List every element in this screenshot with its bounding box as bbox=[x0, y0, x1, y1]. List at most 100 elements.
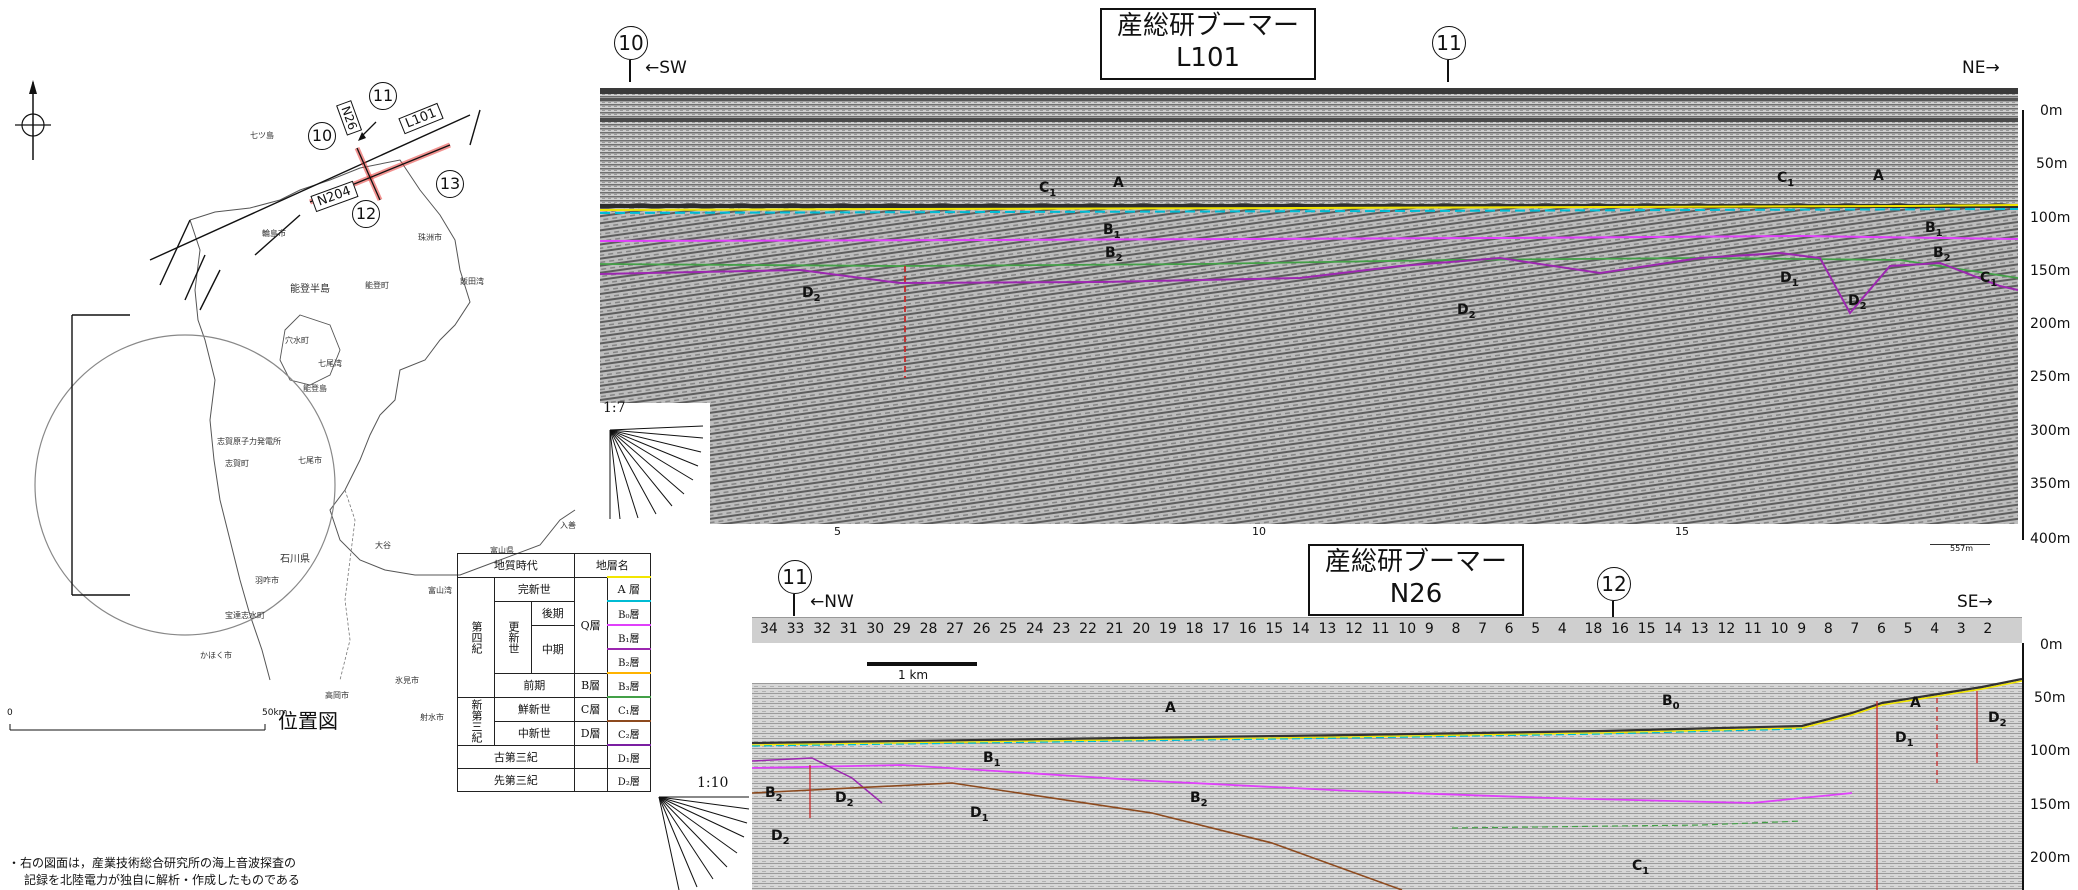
table-cell-c: C層 bbox=[573, 696, 608, 722]
bottom-km-scale-label: 1 km bbox=[898, 668, 929, 682]
top-layer-label: C1 bbox=[1980, 270, 1998, 289]
shot-number: 31 bbox=[839, 621, 858, 637]
bottom-depth-label: 200m bbox=[2030, 850, 2071, 866]
shot-number: 22 bbox=[1079, 621, 1097, 637]
top-scale-bar bbox=[1930, 544, 1990, 545]
place-label: 富山湾 bbox=[428, 586, 452, 595]
table-cell-a: A 層 bbox=[606, 576, 652, 602]
table-cell-b: B層 bbox=[573, 672, 608, 698]
place-label: 七ツ島 bbox=[250, 131, 274, 140]
shot-number: 8 bbox=[1451, 621, 1461, 637]
shot-number: 5 bbox=[1531, 621, 1541, 637]
shot-number: 20 bbox=[1132, 621, 1151, 637]
shot-number: 29 bbox=[892, 621, 911, 637]
shot-number: 15 bbox=[1637, 621, 1656, 637]
top-layer-label: D2 bbox=[802, 285, 821, 304]
shot-number: 18 bbox=[1185, 621, 1204, 637]
bottom-layer-label: C1 bbox=[1632, 858, 1650, 877]
place-label: かほく市 bbox=[200, 651, 232, 660]
top-seismic-drawing bbox=[600, 88, 2018, 524]
top-ratio-label: 1:7 bbox=[603, 400, 626, 416]
location-map: 0 50km N26 L101 N204 10 11 12 13 七ツ島 輪島市… bbox=[0, 40, 590, 740]
bottom-layer-label: B2 bbox=[765, 785, 783, 804]
bottom-marker-11-tick bbox=[793, 594, 795, 616]
top-marker-11-tick bbox=[1447, 60, 1449, 82]
table-cell-c2: C₂層 bbox=[606, 720, 652, 746]
bottom-dir-right: SE→ bbox=[1957, 592, 1993, 612]
note-line: ・右の図面は，産業技術総合研究所の海上音波探査の bbox=[8, 856, 297, 870]
place-label: 射水市 bbox=[420, 713, 444, 722]
shot-number: 4 bbox=[1930, 621, 1940, 637]
shot-number: 14 bbox=[1664, 621, 1683, 637]
table-header-age: 地質時代 bbox=[457, 553, 575, 578]
shot-number: 12 bbox=[1345, 621, 1363, 637]
bottom-shot-strip bbox=[752, 617, 2022, 645]
bottom-marker-11: 11 bbox=[778, 560, 812, 594]
bottom-profile-title: 産総研ブーマー N26 bbox=[1308, 544, 1524, 616]
table-cell-early: 前期 bbox=[494, 672, 575, 698]
bottom-layer-label: D2 bbox=[1988, 710, 2007, 729]
bottom-layer-label: D1 bbox=[1895, 730, 1914, 749]
table-cell-miocene: 中新世 bbox=[494, 720, 575, 746]
table-cell-q: Q層 bbox=[573, 576, 608, 674]
top-layer-label: B2 bbox=[1933, 245, 1951, 264]
top-scale-bar-label: 557m bbox=[1950, 544, 1974, 553]
shot-number: 23 bbox=[1052, 621, 1071, 637]
place-label: 七尾市 bbox=[298, 456, 322, 465]
shot-number: 9 bbox=[1424, 621, 1434, 637]
table-cell-pliocene: 鮮新世 bbox=[494, 696, 575, 722]
bottom-layer-label: D1 bbox=[970, 805, 989, 824]
bottom-seismic-section bbox=[752, 643, 2022, 890]
top-layer-label: D2 bbox=[1457, 302, 1476, 321]
top-layer-label: B2 bbox=[1105, 245, 1123, 264]
bottom-ratio-label: 1:10 bbox=[697, 775, 729, 791]
shot-number: 26 bbox=[972, 621, 991, 637]
top-marker-10-tick bbox=[629, 60, 631, 82]
table-cell-holocene: 完新世 bbox=[494, 576, 575, 602]
coastline bbox=[189, 159, 576, 681]
top-depth-label: 150m bbox=[2030, 263, 2071, 279]
map-point-12: 12 bbox=[352, 200, 380, 228]
top-seismic-section bbox=[600, 88, 2018, 524]
map-point-13: 13 bbox=[436, 170, 464, 198]
survey-lines bbox=[71, 109, 481, 596]
top-layer-label: A bbox=[1873, 168, 1884, 184]
table-cell-b1: B₁層 bbox=[606, 624, 652, 650]
place-label: 能登町 bbox=[365, 281, 389, 290]
table-cell-neogene: 新第三紀 bbox=[457, 696, 495, 746]
note-text: ・右の図面は，産業技術総合研究所の海上音波探査の 記録を北陸電力が独自に解析・作… bbox=[8, 855, 300, 889]
bottom-profile-title-text: 産総研ブーマー bbox=[1324, 547, 1507, 577]
bottom-layer-label: D2 bbox=[771, 828, 790, 847]
bottom-depth-axis bbox=[2022, 643, 2024, 890]
shot-number: 16 bbox=[1611, 621, 1629, 637]
table-cell-paleogene: 古第三紀 bbox=[457, 744, 575, 769]
shot-number: 33 bbox=[786, 621, 805, 637]
map-scale-bar bbox=[9, 724, 266, 731]
shot-number: 3 bbox=[1956, 621, 1966, 637]
bottom-layer-label: B1 bbox=[983, 750, 1001, 769]
shot-number: 7 bbox=[1478, 621, 1487, 637]
bottom-km-scale-bar bbox=[867, 662, 977, 666]
place-label: 珠洲市 bbox=[418, 233, 442, 242]
top-layer-label: C1 bbox=[1777, 170, 1795, 189]
shot-number: 10 bbox=[1398, 621, 1417, 637]
shot-number: 28 bbox=[919, 621, 938, 637]
shot-number: 24 bbox=[1025, 621, 1044, 637]
place-label: 大谷 bbox=[375, 541, 391, 550]
place-label: 氷見市 bbox=[395, 676, 419, 685]
bottom-depth-label: 50m bbox=[2034, 690, 2066, 706]
bottom-marker-12-tick bbox=[1612, 601, 1614, 619]
table-header-name: 地層名 bbox=[573, 553, 652, 578]
top-ratio-fan-icon bbox=[609, 425, 704, 520]
top-depth-label: 200m bbox=[2030, 316, 2071, 332]
top-depth-axis bbox=[2022, 110, 2024, 540]
top-dir-left: ←SW bbox=[645, 58, 687, 78]
top-depth-label: 100m bbox=[2030, 210, 2071, 226]
bottom-layer-label: A bbox=[1910, 695, 1921, 711]
map-point-11: 11 bbox=[369, 82, 397, 110]
shot-number: 2 bbox=[1983, 621, 1993, 637]
top-layer-label: C1 bbox=[1039, 180, 1057, 199]
shot-number: 10 bbox=[1770, 621, 1789, 637]
bottom-layer-label: B2 bbox=[1190, 790, 1208, 809]
map-scale-zero: 0 bbox=[7, 708, 13, 718]
